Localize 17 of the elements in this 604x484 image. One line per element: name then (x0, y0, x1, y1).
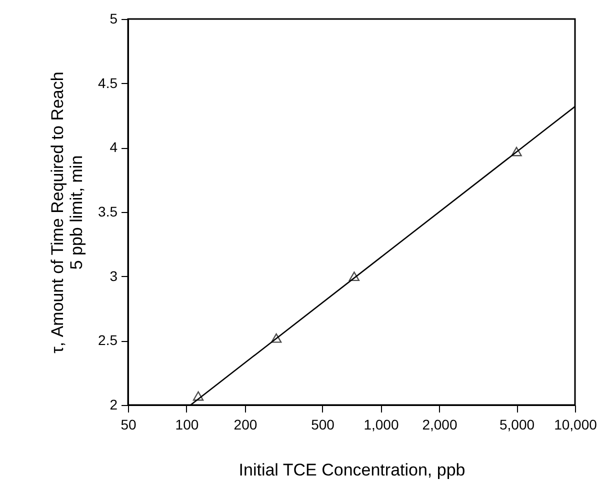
y-axis-title: τ, Amount of Time Required to Reach 5 ppb limit, min (48, 72, 86, 354)
x-tick-label: 1,000 (364, 416, 399, 432)
x-tick-label: 5,000 (500, 416, 535, 432)
x-tick-label: 2,000 (422, 416, 458, 432)
y-tick-label: 5 (110, 10, 118, 26)
x-tick-label: 100 (175, 416, 199, 432)
y-tick-label: 4 (110, 139, 118, 156)
y-tick-label: 4.5 (98, 74, 118, 91)
y-tick-label: 2.5 (98, 332, 118, 348)
y-tick-label: 2 (110, 396, 118, 412)
x-tick-label: 10,000 (554, 416, 598, 432)
x-axis-title: Initial TCE Concentration, ppb (238, 460, 466, 480)
y-tick-label: 3.5 (98, 204, 118, 220)
x-tick-label: 500 (311, 416, 335, 432)
y-tick-label: 3 (110, 268, 118, 284)
x-tick-label: 50 (120, 416, 136, 432)
x-tick-label: 200 (234, 416, 258, 432)
